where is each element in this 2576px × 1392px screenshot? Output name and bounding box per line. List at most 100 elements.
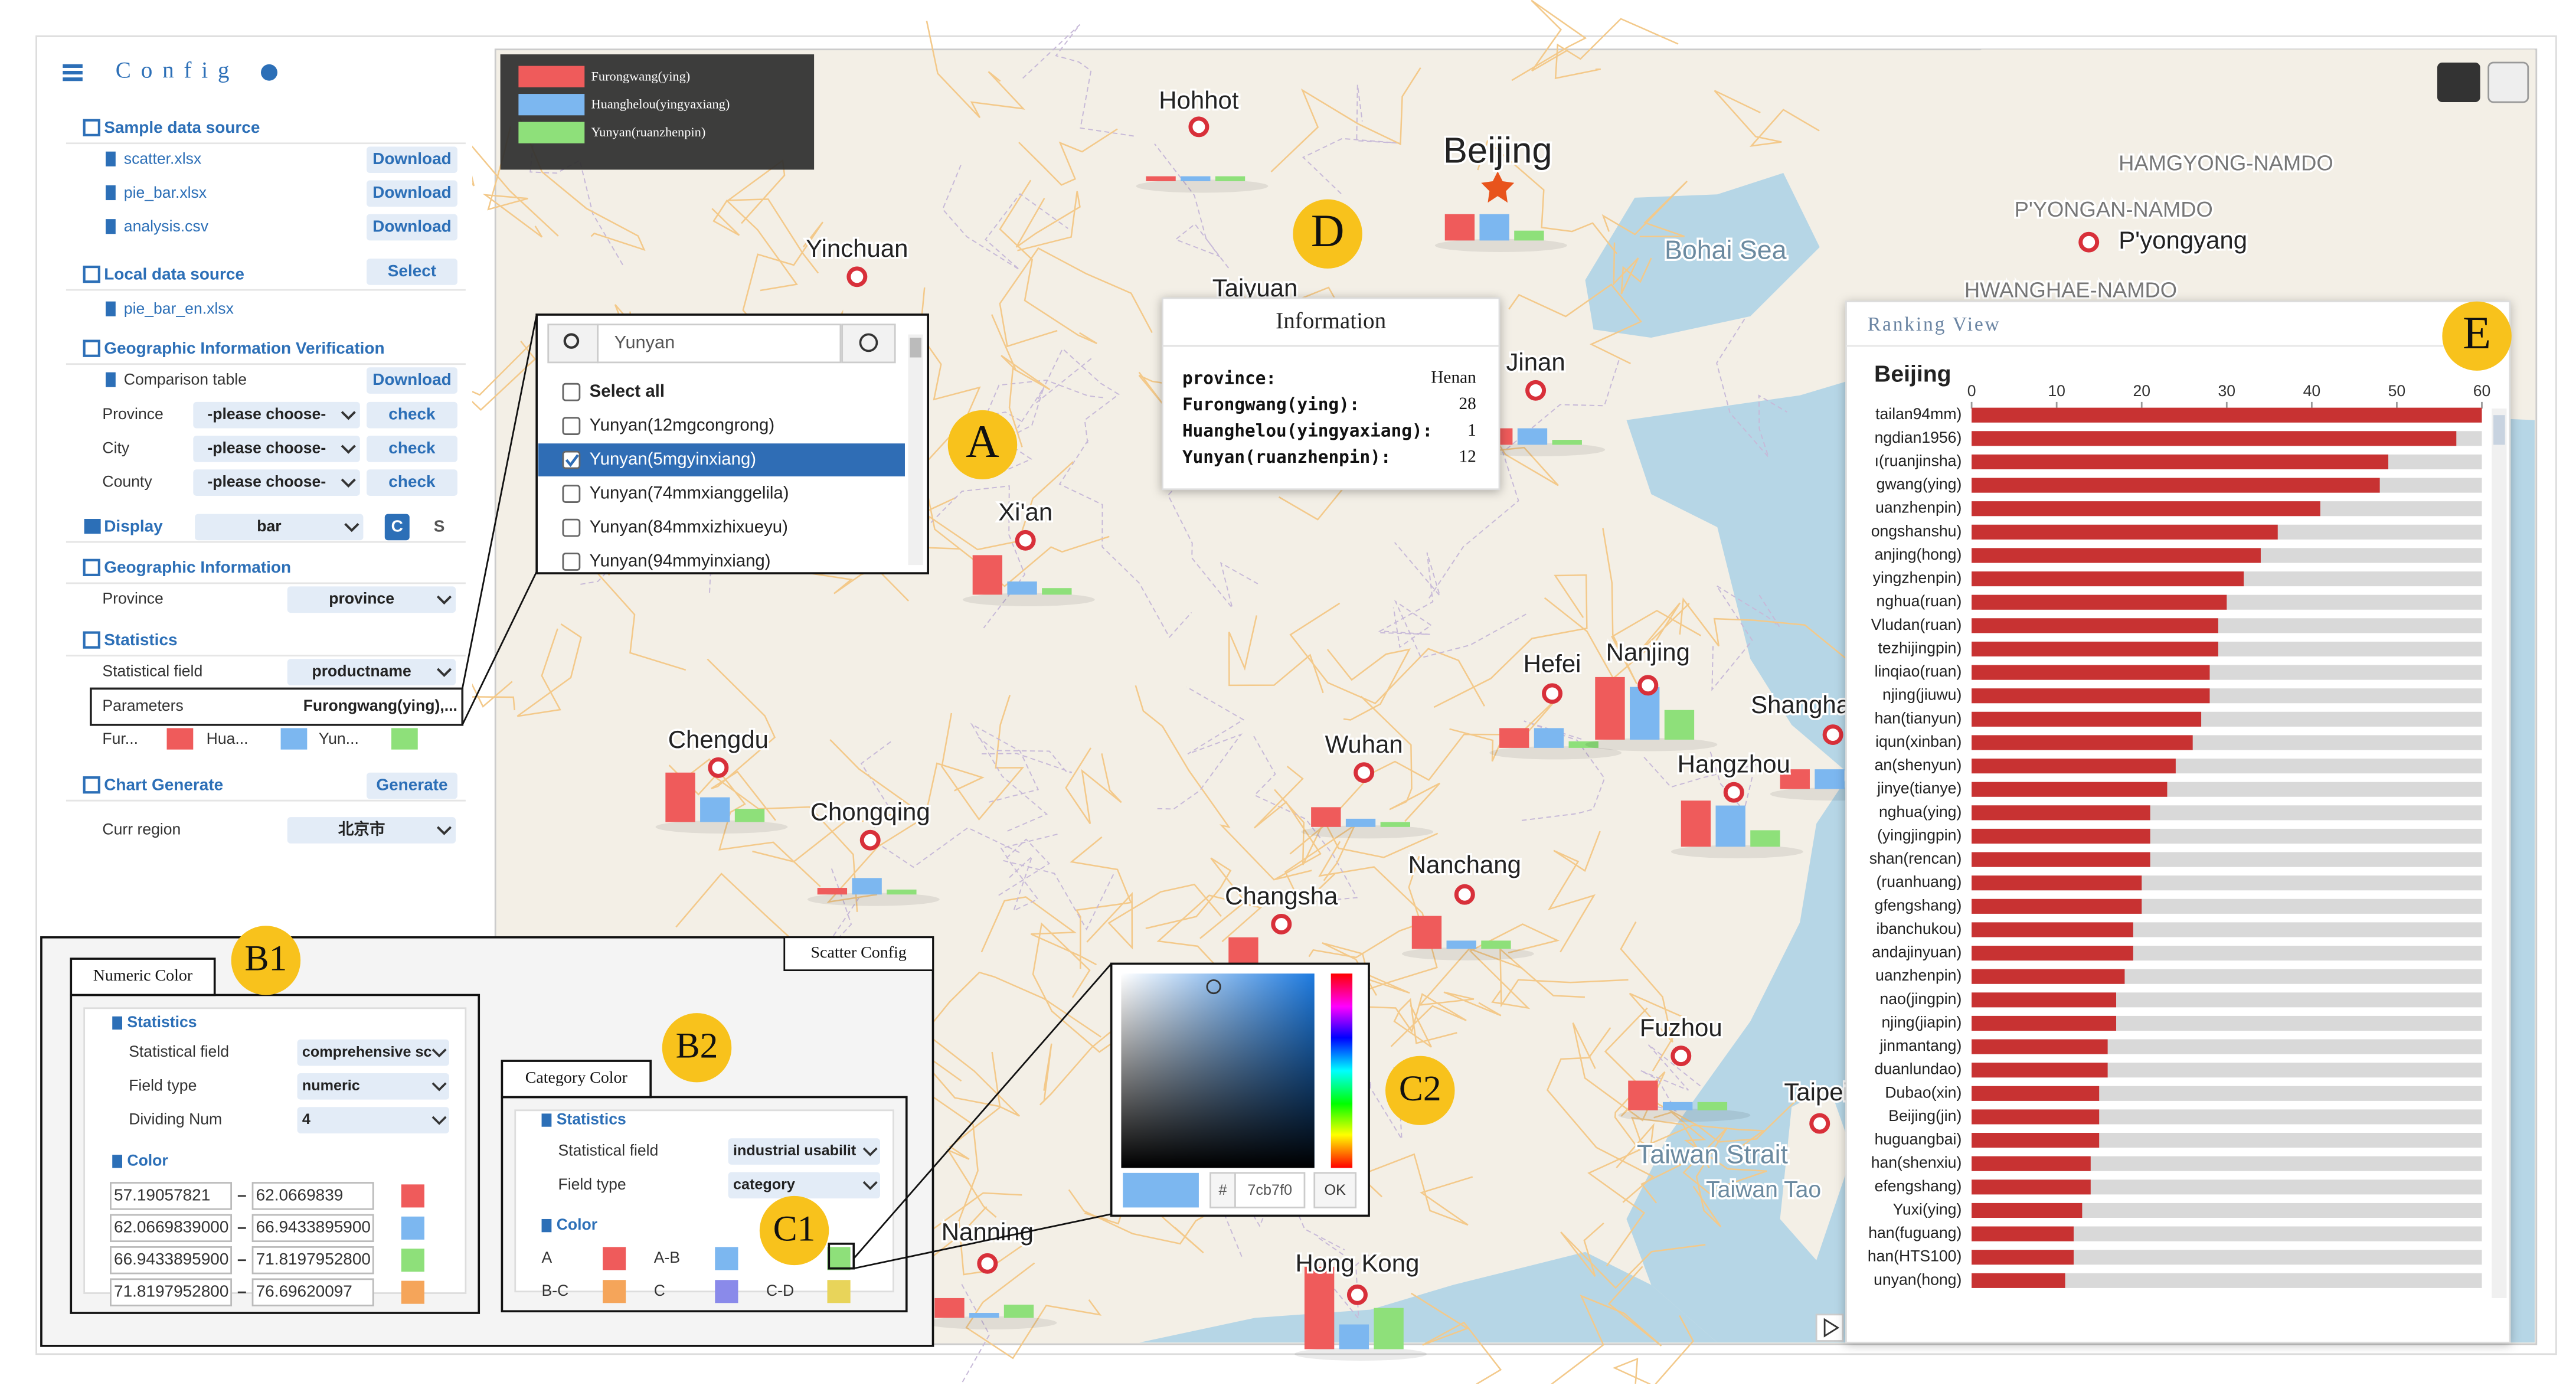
search-text[interactable]: Yunyan xyxy=(614,332,675,352)
hue-slider[interactable] xyxy=(1331,973,1353,1168)
button[interactable] xyxy=(367,146,457,174)
input-value[interactable]: 62.0669839000 xyxy=(114,1218,228,1236)
checkbox[interactable] xyxy=(562,450,581,469)
label[interactable]: 7cb7f0 xyxy=(1247,1182,1292,1198)
button-label[interactable]: Download xyxy=(372,149,452,168)
color-swatch[interactable] xyxy=(715,1247,738,1270)
clear-button[interactable] xyxy=(841,324,896,364)
color-swatch[interactable] xyxy=(401,1184,424,1208)
select[interactable] xyxy=(728,1172,881,1199)
input-value[interactable]: 71.8197952800 xyxy=(256,1250,371,1268)
select-value[interactable]: industrial usabilit xyxy=(733,1142,857,1159)
button[interactable] xyxy=(367,259,457,285)
button[interactable] xyxy=(367,469,457,496)
select[interactable] xyxy=(195,514,364,541)
road xyxy=(965,1262,1102,1360)
menu-icon[interactable] xyxy=(63,70,83,75)
select-value[interactable]: -please choose- xyxy=(207,439,326,456)
button-label[interactable]: check xyxy=(388,439,436,457)
select-value[interactable]: category xyxy=(733,1176,795,1192)
input[interactable] xyxy=(251,1246,374,1275)
input-value[interactable]: 66.9433895900 xyxy=(256,1218,371,1236)
select-value[interactable]: -please choose- xyxy=(207,405,326,423)
select-value[interactable]: comprehensive sc xyxy=(302,1044,432,1060)
select-value[interactable]: bar xyxy=(257,517,281,535)
option[interactable]: Select all xyxy=(590,381,665,401)
option[interactable]: Yunyan(94mmyinxiang) xyxy=(590,551,771,570)
button[interactable] xyxy=(367,401,457,429)
color-swatch[interactable] xyxy=(401,1280,424,1304)
button[interactable] xyxy=(384,514,410,541)
checkbox[interactable] xyxy=(562,485,581,503)
input-value[interactable]: 62.0669839 xyxy=(256,1185,344,1204)
button[interactable] xyxy=(367,367,457,394)
checkbox[interactable] xyxy=(562,417,581,435)
option[interactable]: Yunyan(12mgcongrong) xyxy=(590,415,774,434)
input[interactable] xyxy=(251,1214,374,1243)
menu-icon[interactable] xyxy=(63,64,83,68)
button-label[interactable]: Download xyxy=(372,183,452,201)
menu-icon[interactable] xyxy=(63,77,83,81)
select[interactable] xyxy=(297,1073,449,1100)
input[interactable] xyxy=(251,1278,374,1306)
input[interactable] xyxy=(251,1182,374,1210)
select-value[interactable]: 4 xyxy=(302,1111,310,1128)
select[interactable] xyxy=(297,1107,449,1133)
city-marker xyxy=(2078,231,2100,253)
select[interactable] xyxy=(287,586,456,613)
input-value[interactable]: 71.8197952800 xyxy=(114,1282,228,1300)
input[interactable] xyxy=(110,1182,233,1210)
select[interactable] xyxy=(193,469,360,496)
color-swatch[interactable] xyxy=(715,1280,738,1303)
label[interactable]: OK xyxy=(1325,1182,1346,1198)
button-label[interactable]: check xyxy=(388,405,436,423)
color-swatch[interactable] xyxy=(603,1280,626,1303)
select[interactable] xyxy=(287,659,456,685)
button-label[interactable]: S xyxy=(434,517,445,535)
input[interactable] xyxy=(110,1278,233,1306)
select-value[interactable]: productname xyxy=(312,662,411,680)
select-value[interactable]: 北京市 xyxy=(338,820,385,838)
select[interactable] xyxy=(193,401,360,429)
select[interactable] xyxy=(728,1138,881,1165)
ok-button[interactable] xyxy=(1313,1172,1357,1208)
option[interactable]: Yunyan(84mmxizhixueyu) xyxy=(590,517,788,537)
select-value[interactable]: -please choose- xyxy=(207,473,326,491)
button[interactable] xyxy=(367,214,457,241)
button-label[interactable]: Download xyxy=(372,217,452,235)
input-value[interactable]: 66.9433895900 xyxy=(114,1250,228,1268)
button-label[interactable]: Generate xyxy=(376,775,447,793)
color-swatch[interactable] xyxy=(401,1249,424,1272)
select[interactable] xyxy=(287,817,456,844)
grid-button[interactable] xyxy=(2437,63,2480,103)
button-label[interactable]: C xyxy=(391,517,403,535)
draw-button[interactable] xyxy=(2487,61,2529,103)
checkbox[interactable] xyxy=(562,518,581,537)
select-value[interactable]: province xyxy=(329,590,394,607)
checkbox[interactable] xyxy=(562,383,581,401)
input[interactable] xyxy=(110,1246,233,1275)
color-swatch[interactable] xyxy=(827,1280,851,1303)
option[interactable]: Yunyan(74mmxianggelila) xyxy=(590,483,789,502)
hex-input[interactable] xyxy=(1234,1172,1306,1208)
color-swatch[interactable] xyxy=(603,1247,626,1270)
map-bar xyxy=(969,1313,999,1318)
button-label[interactable]: Download xyxy=(372,370,452,388)
color-swatch[interactable] xyxy=(401,1216,424,1240)
button[interactable] xyxy=(367,772,457,799)
select[interactable] xyxy=(193,436,360,462)
input[interactable] xyxy=(110,1214,233,1243)
checkbox[interactable] xyxy=(562,553,581,571)
select[interactable] xyxy=(297,1039,449,1066)
button[interactable] xyxy=(367,180,457,207)
color-swatch[interactable] xyxy=(827,1247,851,1270)
button-label[interactable]: check xyxy=(388,472,436,491)
search-input[interactable] xyxy=(597,324,842,364)
input-value[interactable]: 76.69620097 xyxy=(256,1282,352,1300)
button-label[interactable]: Select xyxy=(388,262,436,280)
option[interactable]: Yunyan(5mgyinxiang) xyxy=(590,449,756,469)
select-value[interactable]: numeric xyxy=(302,1077,360,1094)
map-bar xyxy=(1780,769,1810,789)
input-value[interactable]: 57.19057821 xyxy=(114,1185,210,1204)
button[interactable] xyxy=(367,436,457,462)
